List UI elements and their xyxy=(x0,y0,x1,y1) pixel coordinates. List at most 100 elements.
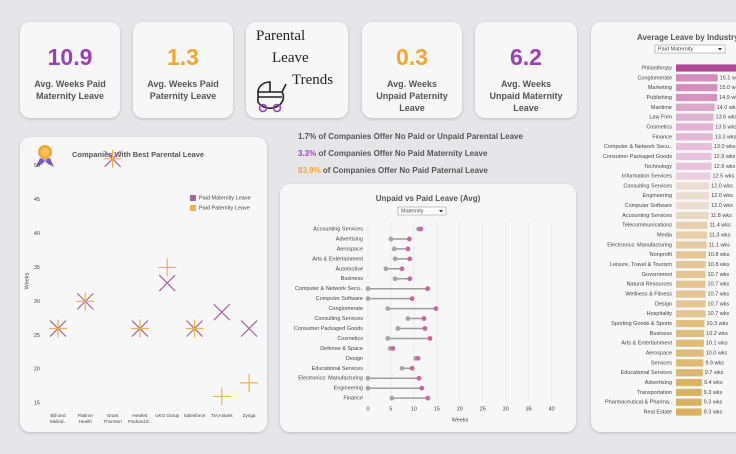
dot xyxy=(415,355,421,361)
stat-line: 1.7% of Companies Offer No Paid or Unpai… xyxy=(298,132,523,141)
dropdown[interactable] xyxy=(397,206,447,216)
stat-text: of Companies Offer No Paid Maternity Lea… xyxy=(318,149,488,158)
dot xyxy=(365,385,371,391)
marker xyxy=(76,292,95,311)
category-label: Leisure, Travel & Tourism xyxy=(610,262,672,268)
marker xyxy=(49,319,67,338)
category-label: Finance xyxy=(652,134,672,140)
bar xyxy=(676,143,712,151)
y-tick-label: 15 xyxy=(34,401,40,407)
dot xyxy=(416,375,422,381)
kpi-card: 1.3 Avg. Weeks Paid Paternity Leave xyxy=(133,22,233,118)
bar xyxy=(676,84,718,92)
dot xyxy=(418,226,424,232)
y-tick-label: Accounting Services xyxy=(313,226,363,232)
y-tick-label: Advertising xyxy=(336,236,363,242)
bar xyxy=(676,221,708,229)
value-label: 12.5 wks xyxy=(713,174,735,180)
legend-swatch xyxy=(190,205,196,211)
dropdown-value: Maternity xyxy=(401,208,424,214)
bar xyxy=(676,270,706,279)
chart-title: Companies With Best Parental Leave xyxy=(72,150,204,159)
category-label: Natural Resources xyxy=(626,282,672,288)
marker xyxy=(240,320,258,337)
category-label: Maritime xyxy=(651,105,672,111)
y-tick-label: Finance xyxy=(343,396,363,402)
dot xyxy=(399,266,405,272)
dot xyxy=(390,346,396,351)
y-tick-label: Arts & Entertainment xyxy=(312,256,363,262)
chart-title: Unpaid vs Paid Leave (Avg) xyxy=(376,194,481,203)
dot xyxy=(433,306,439,311)
category-label: Publishing xyxy=(647,95,672,101)
stat-figure: 1.7% xyxy=(298,132,317,141)
bar xyxy=(676,241,707,249)
x-tick-label: Salesforce xyxy=(183,413,206,418)
dot xyxy=(405,246,411,252)
kpi-value: 0.3 xyxy=(396,44,428,70)
value-label: 10.8 wks xyxy=(708,252,730,258)
bar xyxy=(676,182,710,190)
y-tick-label: 20 xyxy=(34,367,40,373)
bar xyxy=(676,329,705,338)
scatter-panel xyxy=(20,137,267,432)
bar xyxy=(676,172,711,180)
title-line: Parental xyxy=(256,28,306,44)
y-tick-label: Cosmetics xyxy=(337,336,363,342)
dot xyxy=(365,296,371,302)
value-label: 13.3 wks xyxy=(715,134,736,140)
value-label: 12.9 wks xyxy=(714,154,736,160)
bar xyxy=(676,231,708,239)
marker xyxy=(213,303,231,321)
value-label: 9.3 wks xyxy=(704,400,723,406)
title-line: Leave xyxy=(272,50,309,66)
value-label: 10.2 wks xyxy=(706,331,728,337)
value-label: 14.0 wks xyxy=(717,105,736,111)
bar xyxy=(676,103,715,111)
dropdown[interactable] xyxy=(654,44,726,54)
bar xyxy=(676,319,705,328)
bar xyxy=(676,202,710,210)
x-axis-label: Weeks xyxy=(452,417,469,423)
value-label: 13.5 wks xyxy=(715,124,736,130)
y-tick-label: Business xyxy=(341,276,364,282)
value-label: 15.0 wks xyxy=(719,85,736,91)
marker xyxy=(212,387,231,406)
dot xyxy=(427,336,433,341)
value-label: 13.6 wks xyxy=(716,115,736,121)
stat-figure: 3.3% xyxy=(298,149,317,158)
medal-icon xyxy=(36,145,54,167)
dot xyxy=(365,286,371,292)
bar xyxy=(676,93,718,102)
y-tick-label: Electronics: Manufacturing xyxy=(298,376,363,382)
value-label: 12.9 wks xyxy=(714,164,736,170)
value-label: 10.7 wks xyxy=(708,272,730,278)
category-label: Arts & Entertainment xyxy=(621,341,672,347)
y-tick-label: 40 xyxy=(34,231,40,237)
category-label: Wellness & Fitness xyxy=(625,292,672,298)
x-tick-label: 20 xyxy=(457,406,463,412)
value-label: 10.7 wks xyxy=(708,292,730,298)
title-line: Trends xyxy=(292,72,334,88)
bar xyxy=(676,300,706,308)
bar xyxy=(676,192,710,200)
x-tick-label: 5 xyxy=(389,406,392,412)
y-tick-label: Defense & Space xyxy=(320,346,363,352)
category-label: Electronics: Manufacturing xyxy=(607,242,672,248)
category-label: Computer Software xyxy=(625,203,672,209)
y-tick-label: 45 xyxy=(34,197,40,203)
kpi-card: 6.2 Avg. Weeks Unpaid Maternity Leave xyxy=(475,22,577,118)
marker xyxy=(240,373,259,392)
x-tick-label: Bill and Melind.. xyxy=(49,413,67,424)
bar xyxy=(676,123,714,131)
value-label: 12.0 wks xyxy=(711,193,733,199)
dot xyxy=(421,316,427,321)
value-label: 15.1 wks xyxy=(720,75,736,81)
bar xyxy=(676,408,702,416)
value-label: 10.7 wks xyxy=(708,301,730,307)
value-label: 9.4 wks xyxy=(704,380,723,386)
category-label: Educational Services xyxy=(621,370,673,376)
dot xyxy=(388,236,394,242)
category-label: Advertising xyxy=(645,380,672,386)
